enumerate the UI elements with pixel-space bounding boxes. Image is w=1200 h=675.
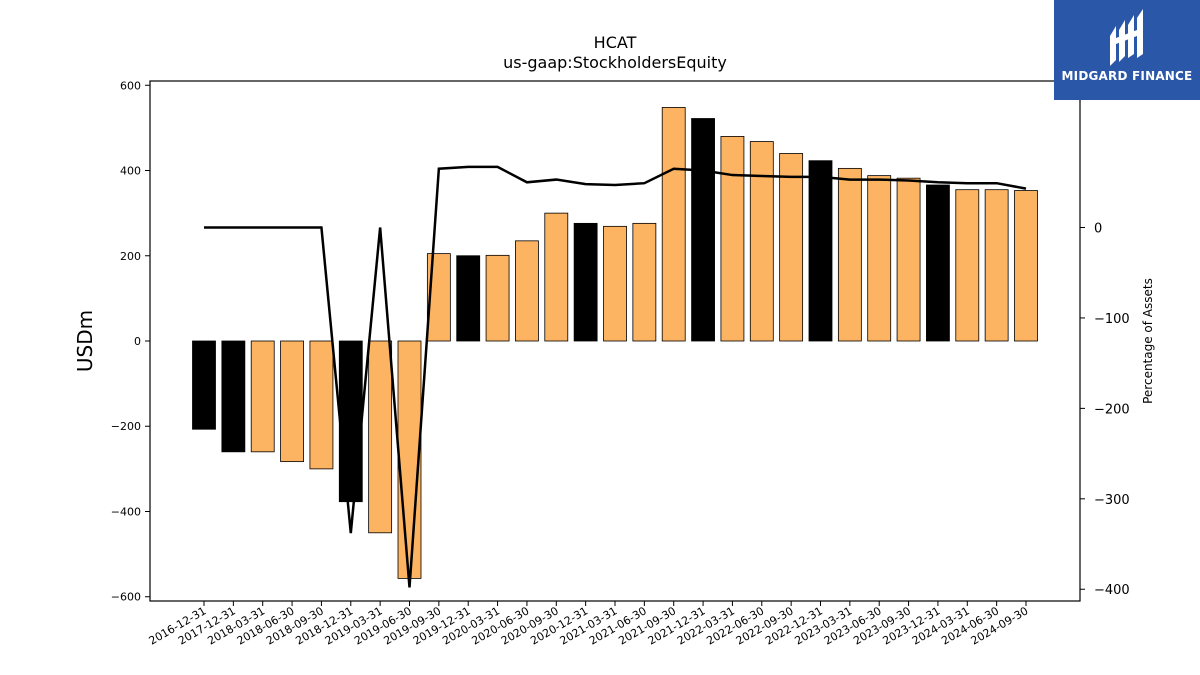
bar-2024-09-30 bbox=[1014, 190, 1038, 342]
y-tick-label: 200 bbox=[120, 250, 141, 263]
bar-2020-12-31 bbox=[573, 222, 598, 342]
y-tick-label: −600 bbox=[111, 591, 141, 604]
bar-2019-09-30 bbox=[426, 253, 451, 342]
line-series bbox=[204, 165, 1027, 588]
bar-2021-06-30 bbox=[632, 222, 657, 342]
bar-2018-06-30 bbox=[280, 340, 304, 463]
bar-2023-06-30 bbox=[867, 175, 892, 342]
y2-tick-label: −100 bbox=[1094, 312, 1130, 327]
logo-text: MIDGARD FINANCE bbox=[1061, 69, 1193, 83]
y-axis-label: USDm bbox=[73, 310, 97, 372]
bar-2022-12-31 bbox=[808, 160, 833, 342]
y-tick-label: 400 bbox=[120, 165, 141, 178]
y2-tick-label: −200 bbox=[1094, 402, 1130, 417]
bar-2016-12-31 bbox=[192, 340, 216, 430]
bar-2021-09-30 bbox=[661, 107, 686, 342]
percentage-of-assets-line bbox=[204, 165, 1027, 588]
bars bbox=[192, 107, 1038, 579]
bar-2021-03-31 bbox=[603, 225, 627, 342]
bar-2018-03-31 bbox=[250, 340, 275, 453]
bar-2018-09-30 bbox=[309, 340, 334, 470]
bar-2017-12-31 bbox=[221, 340, 246, 453]
y-tick-label: 600 bbox=[120, 79, 141, 92]
bar-2023-09-30 bbox=[896, 177, 921, 342]
chart-subtitle: us-gaap:StockholdersEquity bbox=[503, 53, 727, 72]
logo-mark-icon bbox=[1110, 9, 1143, 66]
bar-2019-12-31 bbox=[456, 255, 481, 342]
y-tick-label: −200 bbox=[111, 420, 141, 433]
y2-tick-label: −300 bbox=[1094, 493, 1130, 508]
bar-2023-03-31 bbox=[837, 167, 862, 342]
bar-2021-12-31 bbox=[691, 118, 715, 342]
bar-2020-03-31 bbox=[485, 254, 510, 342]
bar-2023-12-31 bbox=[926, 184, 950, 342]
bar-2024-03-31 bbox=[955, 189, 980, 342]
bar-2020-06-30 bbox=[515, 240, 539, 342]
bar-2022-06-30 bbox=[749, 141, 774, 342]
y2-tick-label: −400 bbox=[1094, 583, 1130, 598]
bar-2024-06-30 bbox=[984, 189, 1009, 342]
y-tick-label: −400 bbox=[111, 505, 141, 518]
bar-2020-09-30 bbox=[544, 212, 569, 342]
bar-2018-12-31 bbox=[338, 340, 363, 503]
bar-2022-03-31 bbox=[720, 136, 745, 342]
y2-tick-label: 0 bbox=[1094, 222, 1102, 237]
bar-2022-09-30 bbox=[779, 153, 804, 342]
bar-2019-03-31 bbox=[368, 340, 393, 534]
y2-axis-label: Percentage of Assets bbox=[1141, 278, 1155, 404]
chart-title: HCAT bbox=[594, 33, 637, 52]
logo: MIDGARD FINANCE bbox=[1054, 0, 1200, 100]
y-tick-label: 0 bbox=[134, 335, 141, 348]
